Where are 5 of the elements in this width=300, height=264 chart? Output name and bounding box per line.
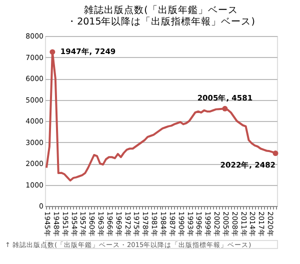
text: 雑誌出版点数(「出版年鑑」ベース: [84, 5, 238, 16]
point: [50, 49, 56, 55]
point: [272, 150, 278, 156]
text: ・2015年以降は「出版指標年報」ベース): [67, 16, 255, 28]
point: [222, 106, 228, 112]
